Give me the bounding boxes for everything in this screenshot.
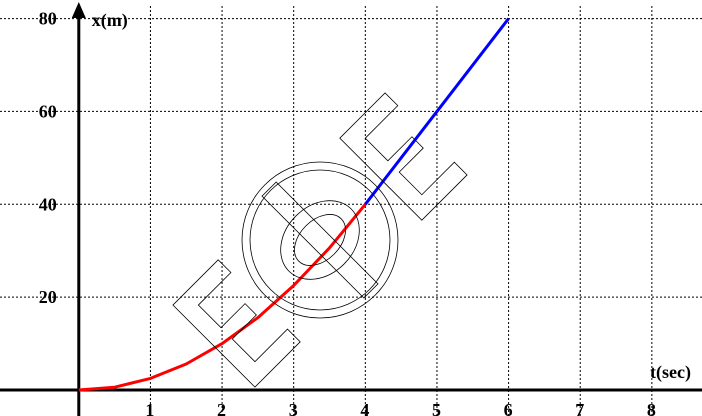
series <box>78 17 510 392</box>
x-tick-label: 4 <box>360 400 369 416</box>
x-tick-label: 7 <box>575 400 584 416</box>
x-tick-label: 5 <box>432 400 441 416</box>
x-tick-label: 2 <box>217 400 226 416</box>
y-axis-arrow-icon <box>71 2 86 18</box>
y-tick-label: 60 <box>39 101 57 121</box>
y-axis-label: x(m) <box>92 10 128 31</box>
series-line-1 <box>78 203 367 392</box>
grid <box>0 6 702 416</box>
x-tick-label: 1 <box>145 400 154 416</box>
series-line-2 <box>364 17 510 206</box>
y-tick-label: 80 <box>39 9 57 29</box>
watermark-logo <box>172 92 468 388</box>
x-tick-label: 3 <box>289 400 298 416</box>
y-tick-label: 20 <box>39 287 57 307</box>
y-tick-label: 40 <box>39 194 57 214</box>
x-tick-label: 8 <box>647 400 656 416</box>
tick-labels: 1 2 3 4 5 6 7 8 20 40 60 80 <box>39 9 656 416</box>
x-axis-label: t(sec) <box>650 362 691 383</box>
x-tick-label: 6 <box>504 400 513 416</box>
